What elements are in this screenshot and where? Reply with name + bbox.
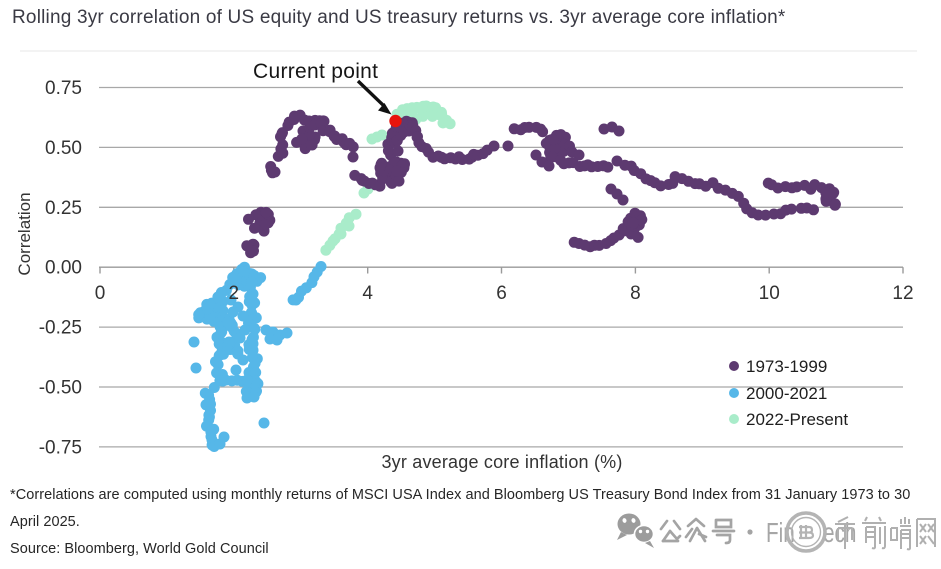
svg-text:0.25: 0.25 — [45, 198, 82, 219]
svg-text:Current point: Current point — [253, 60, 378, 83]
svg-text:0.00: 0.00 — [45, 258, 82, 279]
svg-text:8: 8 — [630, 283, 641, 304]
svg-text:-0.50: -0.50 — [39, 378, 82, 399]
svg-text:0.50: 0.50 — [45, 138, 82, 159]
svg-text:2: 2 — [229, 283, 240, 304]
svg-text:6: 6 — [496, 283, 507, 304]
svg-text:1973-1999: 1973-1999 — [746, 357, 827, 376]
svg-text:-0.75: -0.75 — [39, 437, 82, 458]
svg-text:-0.25: -0.25 — [39, 318, 82, 339]
svg-text:2000-2021: 2000-2021 — [746, 384, 827, 403]
svg-text:4: 4 — [362, 283, 373, 304]
svg-text:0: 0 — [95, 283, 106, 304]
svg-text:3yr average core inflation (%): 3yr average core inflation (%) — [381, 452, 622, 472]
svg-text:Correlation: Correlation — [15, 192, 34, 275]
svg-text:2022-Present: 2022-Present — [746, 410, 848, 429]
svg-text:0.75: 0.75 — [45, 78, 82, 99]
svg-text:12: 12 — [892, 283, 913, 304]
svg-text:10: 10 — [759, 283, 780, 304]
